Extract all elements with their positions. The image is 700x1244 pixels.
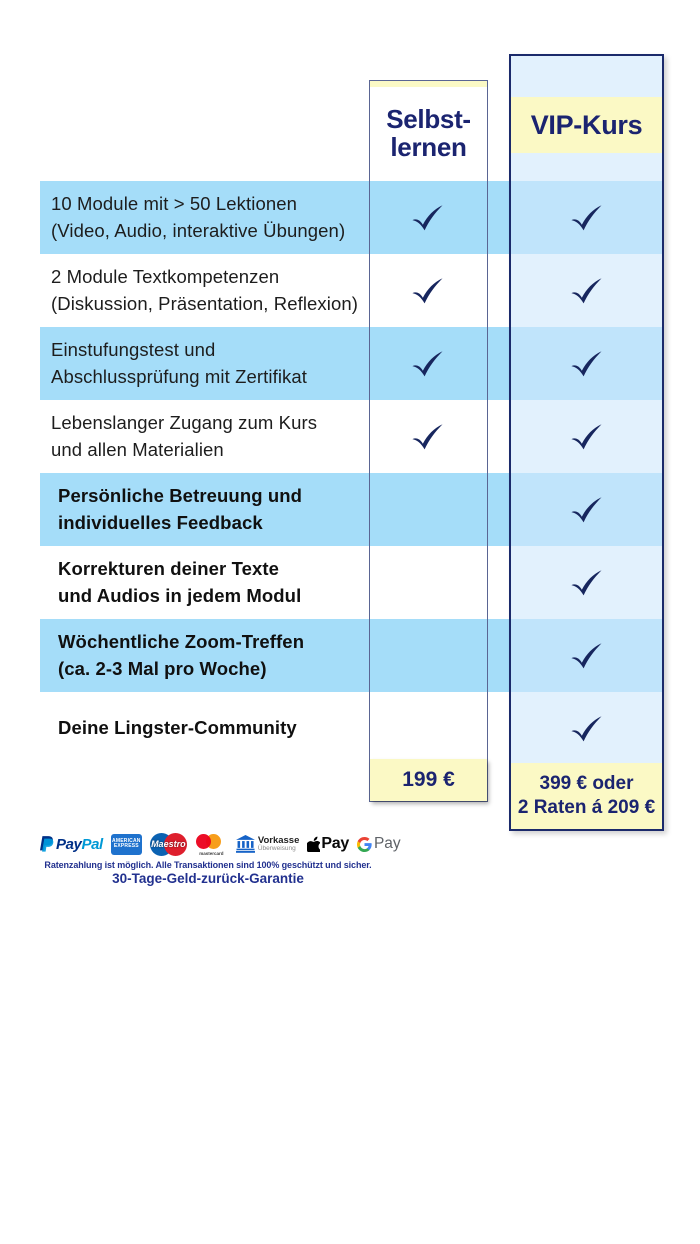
feature-text: Korrekturen deiner Texte — [58, 558, 280, 579]
paypal-wordmark: PayPal — [56, 835, 103, 853]
payment-note: Ratenzahlung ist möglich. Alle Transakti… — [44, 860, 372, 870]
checkmark-icon — [570, 715, 603, 743]
feature-text: Abschlussprüfung mit Zertifikat — [51, 365, 308, 387]
selbst-title-line2: lernen — [390, 132, 467, 162]
feature-text: Wöchentliche Zoom-Treffen — [58, 631, 305, 652]
money-back-guarantee: 30-Tage-Geld-zurück-Garantie — [112, 871, 304, 886]
feature-text: Einstufungstest und — [51, 339, 216, 360]
vip-price-line1: 399 € oder — [539, 773, 634, 794]
feature-row: 2 Module Textkompetenzen (Diskussion, Prä… — [40, 254, 663, 327]
feature-text: und allen Materialien — [51, 438, 224, 460]
feature-text: (Diskussion, Präsentation, Reflexion) — [51, 292, 359, 314]
feature-row: Lebenslanger Zugang zum Kurs und allen Ma… — [40, 400, 663, 473]
mastercard-red-circle — [195, 833, 211, 849]
vorkasse-label: Vorkasse — [257, 834, 300, 846]
feature-text: (ca. 2-3 Mal pro Woche) — [58, 657, 267, 679]
amex-line1: AMERICAN — [112, 837, 141, 844]
maestro-wordmark: Maestro — [151, 839, 186, 849]
paypal-icon — [40, 835, 54, 852]
feature-text: Lebenslanger Zugang zum Kurs — [51, 412, 318, 433]
checkmark-icon — [570, 350, 603, 378]
checkmark-icon — [570, 277, 603, 305]
vip-column-title: VIP-Kurs — [511, 97, 662, 153]
amex-logo: AMERICAN EXPRESS — [110, 833, 142, 855]
checkmark-icon — [411, 350, 444, 378]
column-selbst-lernen: Selbst- lernen 199 € — [369, 80, 488, 802]
selbst-price: 199 € — [370, 759, 487, 801]
checkmark-icon — [411, 204, 444, 232]
maestro-red-circle — [163, 832, 187, 856]
amex-line2: EXPRESS — [113, 843, 139, 849]
feature-text: Persönliche Betreuung und — [58, 485, 303, 506]
apple-pay-label: Pay — [321, 835, 349, 852]
vorkasse-sublabel: Überweisung — [257, 845, 296, 852]
vorkasse-logo: Vorkasse Überweisung — [235, 834, 300, 853]
payment-methods: PayPal AMERICAN EXPRESS Maestro masterca… — [40, 831, 401, 857]
checkmark-icon — [411, 277, 444, 305]
checkmark-icon — [570, 423, 603, 451]
mastercard-logo: mastercard — [195, 832, 228, 856]
selbst-column-title: Selbst- lernen — [370, 105, 487, 161]
feature-text: 2 Module Textkompetenzen — [51, 266, 280, 287]
paypal-logo: PayPal — [40, 836, 103, 853]
feature-text: Deine Lingster-Community — [58, 717, 297, 739]
selbst-yellow-strip — [370, 81, 487, 87]
feature-text: (Video, Audio, interaktive Übungen) — [51, 219, 346, 241]
mastercard-wordmark: mastercard — [199, 851, 224, 856]
google-pay-logo: Pay — [356, 835, 401, 853]
checkmark-icon — [570, 496, 603, 524]
apple-pay-logo: Pay — [307, 835, 349, 853]
checkmark-icon — [570, 569, 603, 597]
selbst-title-line1: Selbst- — [386, 104, 471, 134]
bank-icon — [235, 835, 255, 853]
apple-icon — [307, 836, 321, 852]
google-pay-label: Pay — [373, 835, 401, 852]
feature-row: Deine Lingster-Community — [40, 692, 663, 765]
feature-text: individuelles Feedback — [58, 511, 263, 533]
maestro-logo: Maestro — [149, 832, 187, 856]
checkmark-icon — [411, 423, 444, 451]
vip-price: 399 € oder 2 Raten á 209 € — [511, 763, 662, 829]
checkmark-icon — [570, 204, 603, 232]
feature-row: Korrekturen deiner Texte und Audios in je… — [40, 546, 663, 619]
vip-price-line2: 2 Raten á 209 € — [517, 797, 656, 818]
checkmark-icon — [570, 642, 603, 670]
vorkasse-text: Vorkasse Überweisung — [257, 834, 300, 853]
feature-text: und Audios in jedem Modul — [58, 584, 302, 606]
google-g-icon — [356, 836, 372, 852]
feature-text: 10 Module mit > 50 Lektionen — [51, 193, 298, 214]
